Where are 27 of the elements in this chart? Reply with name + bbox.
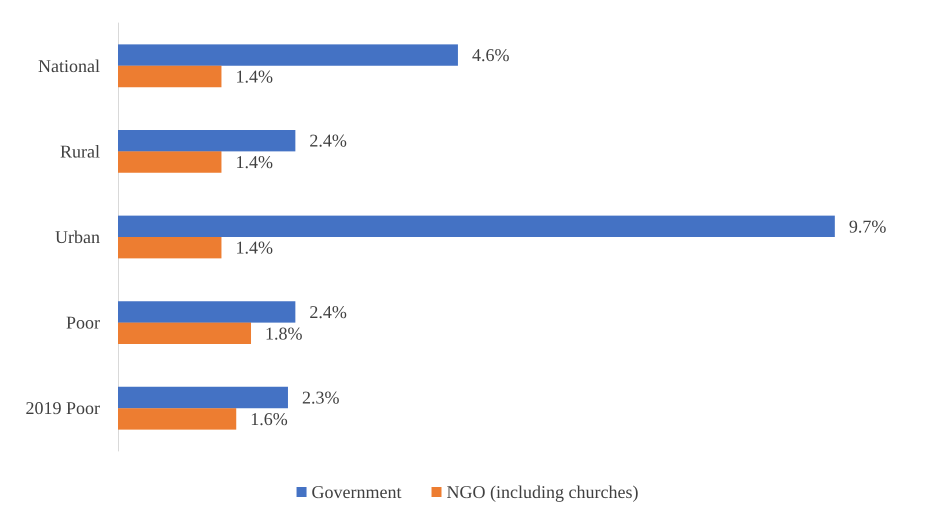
data-label: 2.4%	[309, 130, 347, 151]
bar	[118, 237, 222, 258]
bar	[118, 216, 835, 237]
bar	[118, 386, 288, 408]
y-tick-label: Poor	[66, 312, 100, 333]
y-tick-label: 2019 Poor	[25, 398, 100, 418]
bar	[118, 66, 222, 88]
bar	[118, 301, 296, 323]
data-label: 9.7%	[848, 216, 886, 236]
data-label: 1.8%	[265, 323, 303, 344]
data-label: 1.6%	[250, 408, 288, 429]
bar	[118, 44, 458, 66]
legend-label: Government	[312, 482, 402, 502]
bar	[118, 130, 296, 152]
y-tick-label: Urban	[55, 227, 100, 247]
data-label: 1.4%	[235, 152, 273, 172]
y-tick-label: Rural	[60, 141, 100, 162]
data-label: 4.6%	[472, 45, 510, 66]
y-tick-label: National	[38, 56, 100, 76]
bar	[118, 322, 252, 344]
bar	[118, 408, 236, 430]
data-label: 2.4%	[309, 302, 347, 322]
data-label: 2.3%	[302, 388, 340, 408]
legend-label: NGO (including churches)	[446, 482, 638, 502]
data-label: 1.4%	[235, 66, 273, 86]
bar	[118, 151, 222, 173]
data-label: 1.4%	[235, 238, 273, 258]
